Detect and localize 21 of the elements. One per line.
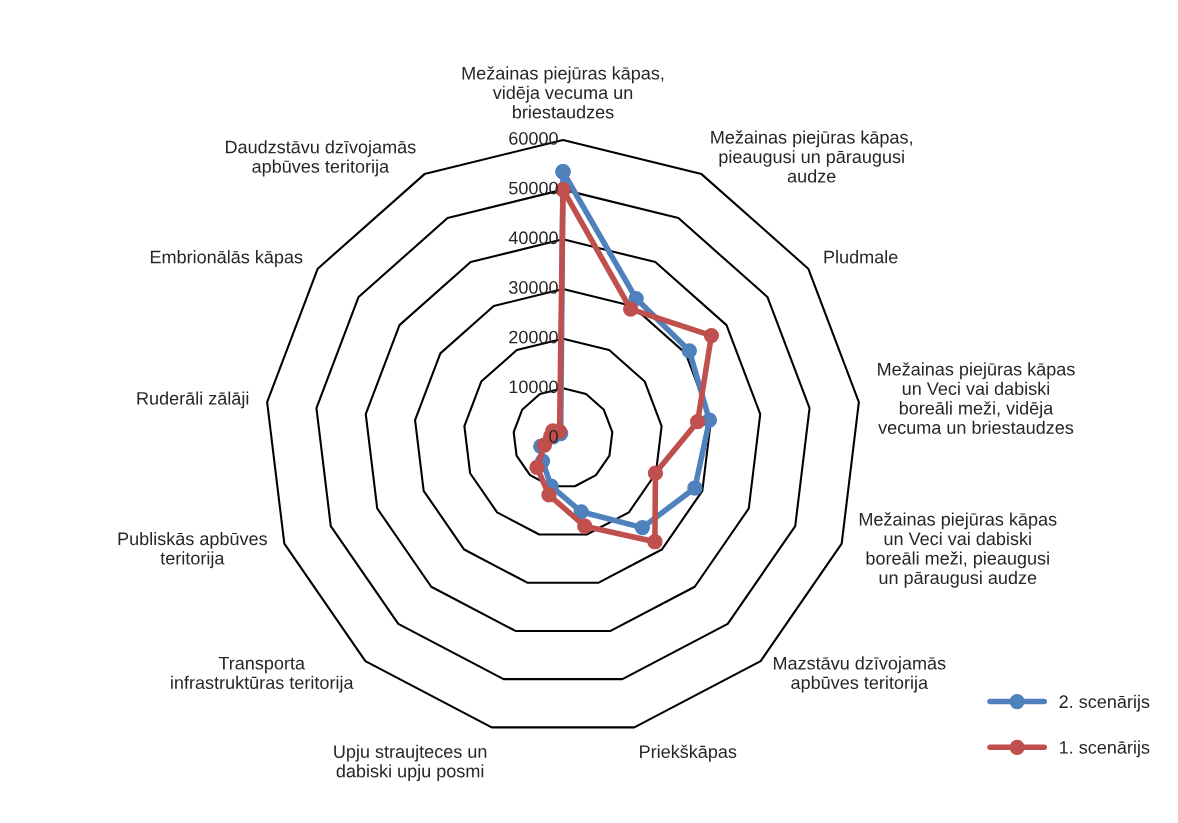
y-tick-label: 0: [549, 430, 558, 443]
spoke-label: Mežainas piejūras kāpas, vidēja vecuma un briestaudzes: [462, 66, 664, 119]
spoke-label: Mežainas piejūras kāpas un Veci vai dabiski boreāli meži, vidēja vecuma un briestaudzes: [878, 362, 1075, 434]
spoke-label: Mazstāvu dzīvojamās apbūves teritorija: [773, 656, 946, 693]
spoke-label: Ruderāli zālāji: [137, 391, 249, 409]
spoke-label: Mežainas piejūras kāpas un Veci vai dabiski boreāli meži, pieaugusi un pāraugusi audze: [859, 512, 1057, 588]
spoke-label: Priekškāpas: [640, 744, 737, 762]
spoke-label: Upju straujteces un dabiski upju posmi: [334, 744, 487, 782]
y-tick-label: 60000: [509, 132, 558, 145]
spoke-label: Publiskās apbūves teritorija: [118, 531, 267, 569]
spoke-label: Daudzstāvu dzīvojamās apbūves teritorija: [225, 140, 416, 177]
legend-label: 2. scenārijs: [1059, 694, 1150, 712]
spoke-label: Mežainas piejūras kāpas, pieaugusi un pāraugusi audze: [711, 130, 912, 183]
spoke-label: Transporta infrastruktūras teritorija: [171, 656, 354, 693]
y-tick-label: 40000: [508, 231, 558, 245]
y-tick-label: 20000: [509, 330, 558, 344]
legend-label: 1. scenārijs: [1060, 740, 1150, 758]
y-tick-label: 10000: [509, 380, 558, 394]
y-tick-label: 30000: [509, 281, 558, 294]
spoke-label: Embrionālās kāpas: [150, 250, 303, 267]
spoke-label: Pludmale: [824, 250, 898, 264]
